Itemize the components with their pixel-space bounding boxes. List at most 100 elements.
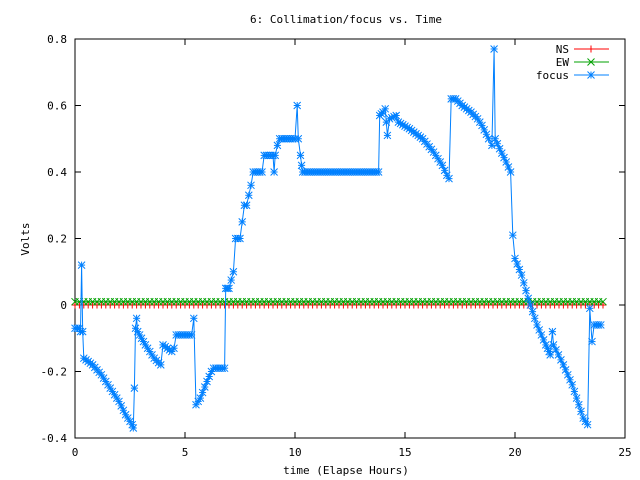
data-point-stroke (128, 420, 137, 429)
data-point-stroke (583, 420, 592, 429)
data-point (227, 276, 236, 284)
data-point-stroke (588, 337, 596, 346)
legend-label: EW (556, 56, 570, 69)
data-point-stroke (392, 111, 401, 120)
data-point (129, 424, 138, 432)
legend-marker (587, 58, 595, 66)
x-tick-label: 10 (288, 446, 301, 459)
data-point (242, 201, 251, 210)
data-point-stroke (488, 141, 496, 150)
data-point-stroke (548, 327, 557, 336)
data-point (381, 104, 390, 113)
data-point-stroke (126, 417, 134, 426)
data-point-stroke (445, 174, 453, 183)
data-point-stroke (572, 394, 581, 402)
data-point (198, 388, 207, 397)
data-point-stroke (77, 261, 86, 269)
data-point-stroke (570, 387, 579, 396)
data-point-stroke (156, 360, 165, 369)
y-tick-label: -0.4 (41, 432, 68, 445)
x-axis-label: time (Elapse Hours) (283, 464, 409, 477)
data-point (583, 420, 592, 429)
data-point (548, 327, 557, 336)
data-point-stroke (599, 297, 607, 306)
data-point (526, 301, 535, 309)
data-point (570, 387, 579, 396)
data-point-stroke (508, 231, 517, 240)
x-tick-label: 25 (618, 446, 631, 459)
data-point-stroke (546, 351, 555, 359)
x-tick-label: 20 (508, 446, 521, 459)
data-point-stroke (511, 254, 519, 263)
data-point-stroke (247, 181, 255, 190)
data-point-stroke (482, 130, 491, 139)
data-point-stroke (502, 158, 511, 166)
data-point-stroke (97, 370, 106, 379)
y-axis-label: Volts (19, 222, 32, 255)
data-point-stroke (273, 141, 282, 150)
data-point (293, 101, 302, 110)
data-point-stroke (294, 134, 303, 143)
data-point-stroke (568, 380, 577, 389)
data-point-stroke (187, 331, 196, 339)
data-point (522, 286, 530, 295)
data-point-stroke (579, 414, 588, 422)
data-point-stroke (442, 171, 451, 180)
data-point-stroke (596, 321, 605, 329)
data-point (220, 364, 229, 373)
data-point (484, 134, 493, 143)
data-point-stroke (137, 334, 146, 343)
data-point-stroke (491, 134, 500, 143)
data-point (244, 191, 253, 200)
y-tick-label: -0.2 (41, 366, 68, 379)
x-tick-label: 0 (72, 446, 79, 459)
data-point-stroke (99, 374, 108, 383)
data-point-stroke (258, 168, 266, 176)
data-point-stroke (478, 121, 486, 130)
y-tick-label: 0.6 (47, 100, 67, 113)
data-point-stroke (108, 387, 117, 396)
data-point-stroke (480, 126, 489, 134)
data-point (170, 344, 178, 353)
data-point-stroke (495, 144, 504, 153)
data-point-stroke (549, 341, 558, 349)
data-point-stroke (537, 331, 546, 339)
data-point-stroke (543, 344, 552, 353)
data-point (374, 168, 383, 176)
data-point-stroke (519, 278, 528, 287)
data-point (294, 134, 303, 143)
data-point (296, 151, 305, 160)
data-point (588, 337, 596, 346)
data-point-stroke (296, 151, 305, 160)
data-point (599, 301, 607, 309)
data-point-stroke (429, 148, 438, 156)
data-point-stroke (374, 168, 383, 176)
data-point-stroke (533, 321, 541, 329)
data-point-stroke (500, 153, 508, 162)
data-point-stroke (403, 123, 412, 132)
data-point-stroke (545, 347, 553, 356)
data-point-stroke (559, 360, 568, 369)
data-point-stroke (515, 265, 524, 274)
data-point-stroke (244, 191, 253, 200)
legend-marker (587, 45, 595, 53)
data-point-stroke (484, 134, 493, 143)
data-point-stroke (270, 168, 278, 176)
data-point-stroke (475, 118, 484, 126)
data-point-stroke (557, 356, 565, 364)
data-point-stroke (229, 267, 238, 276)
data-point (229, 267, 238, 276)
x-tick-label: 5 (182, 446, 189, 459)
data-point-stroke (133, 327, 142, 336)
data-point-stroke (394, 118, 403, 126)
data-point (517, 271, 526, 279)
legend-marker-stroke (587, 71, 595, 79)
data-point-stroke (112, 394, 121, 402)
data-point (205, 372, 214, 381)
data-point (574, 400, 583, 409)
legend-label: focus (536, 69, 569, 82)
data-point-stroke (293, 101, 302, 110)
data-point-stroke (431, 151, 440, 160)
